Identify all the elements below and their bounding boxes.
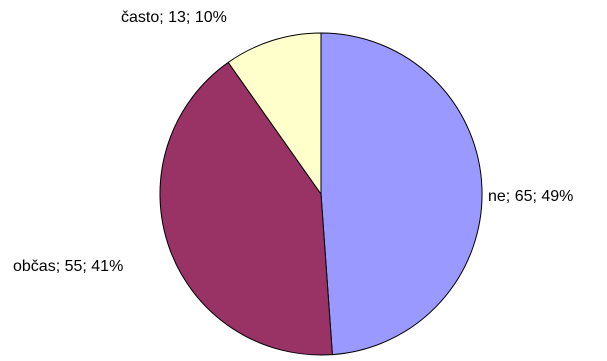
pie-data-labels: ne; 65; 49% občas; 55; 41% často; 13; 10% (13, 9, 573, 275)
pie-slice-label-1: občas; 55; 41% (13, 258, 123, 275)
pie-slices (159, 32, 483, 356)
pie-slice-1 (159, 61, 333, 356)
pie-slice-2 (227, 32, 322, 196)
pie-slice-0 (320, 32, 483, 356)
pie-slice-label-2: často; 13; 10% (121, 9, 227, 26)
pie-slice-label-0: ne; 65; 49% (488, 188, 573, 205)
